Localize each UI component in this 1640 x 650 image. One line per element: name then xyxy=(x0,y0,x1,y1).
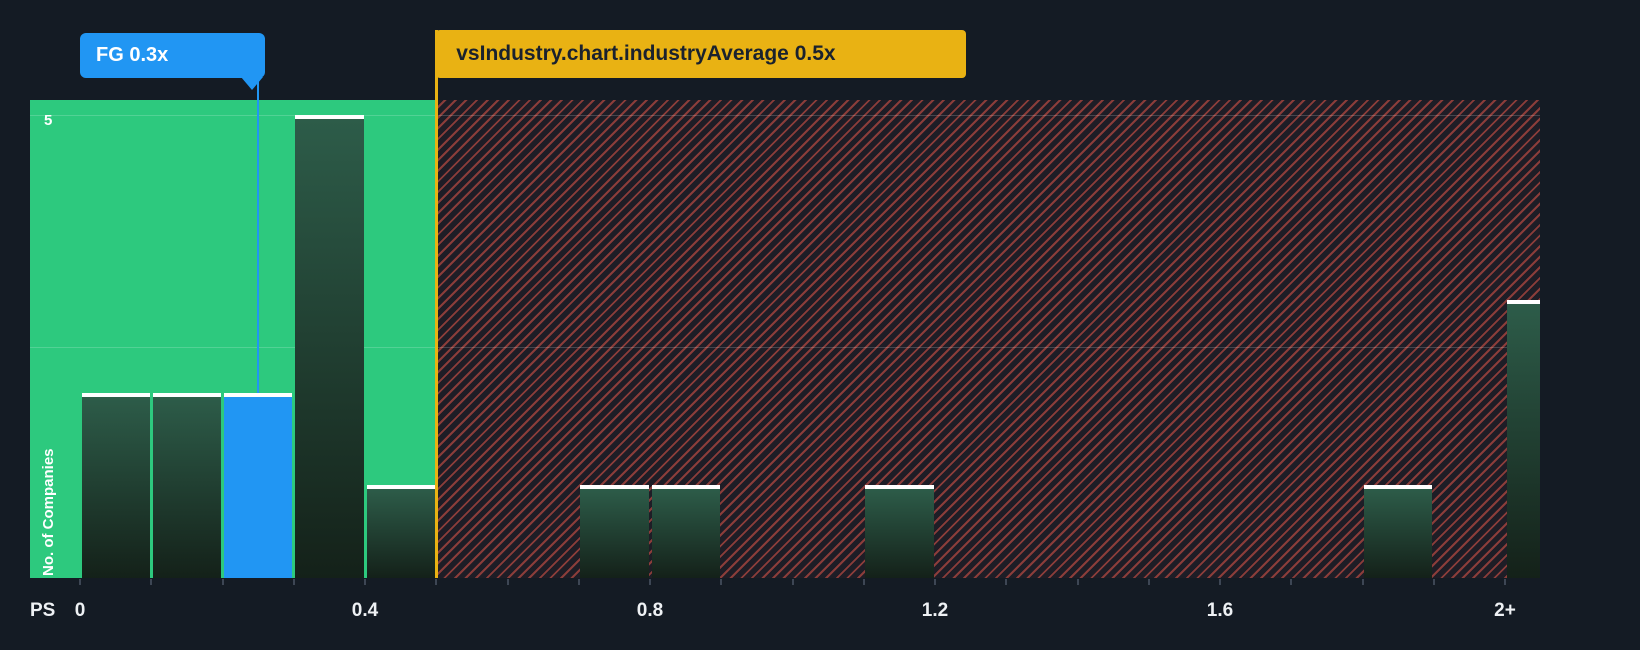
x-axis-minor-tick xyxy=(1005,579,1008,585)
y-gridline xyxy=(30,346,1540,348)
x-axis-minor-tick xyxy=(292,579,295,585)
industry-average-tooltip-label: vsIndustry.chart.industryAverage 0.5x xyxy=(456,42,836,65)
industry-average-tooltip: vsIndustry.chart.industryAverage 0.5x xyxy=(436,30,967,78)
histogram-bar[interactable] xyxy=(865,485,934,578)
x-tick-label: 1.2 xyxy=(921,600,949,621)
x-axis-minor-tick xyxy=(1147,579,1150,585)
x-axis-minor-tick xyxy=(791,579,794,585)
company-tooltip: FG 0.3x xyxy=(80,33,265,90)
x-tick-label: 0.8 xyxy=(636,600,664,621)
x-tick-label: 1.6 xyxy=(1206,600,1234,621)
x-axis-minor-tick xyxy=(1504,579,1506,585)
company-marker-line xyxy=(257,78,260,393)
x-axis-minor-tick xyxy=(364,579,366,585)
x-axis-minor-tick xyxy=(862,579,865,585)
histogram-bar[interactable] xyxy=(295,115,364,578)
x-axis-minor-tick xyxy=(1361,579,1364,585)
x-axis-minor-tick xyxy=(1219,579,1221,585)
histogram-bar[interactable] xyxy=(651,485,720,578)
histogram-bar[interactable] xyxy=(366,485,435,578)
x-tick-label: 0 xyxy=(74,600,86,621)
x-tick-label: 0.4 xyxy=(351,600,379,621)
x-axis-minor-tick xyxy=(221,579,224,585)
y-gridline xyxy=(30,115,1540,116)
x-axis-minor-tick xyxy=(577,579,580,585)
x-axis-minor-tick xyxy=(1432,579,1435,585)
histogram-bar[interactable] xyxy=(580,485,649,578)
histogram-bar[interactable] xyxy=(1364,485,1433,578)
x-axis-minor-tick xyxy=(150,579,153,585)
x-axis-minor-tick xyxy=(649,579,651,585)
industry-average-line xyxy=(434,30,438,578)
x-axis-minor-tick xyxy=(1076,579,1079,585)
histogram-bar[interactable] xyxy=(152,392,221,578)
x-axis-minor-tick xyxy=(506,579,509,585)
company-tooltip-label: FG 0.3x xyxy=(96,44,169,66)
above-industry-average-region xyxy=(436,100,1540,578)
histogram-bar-company[interactable] xyxy=(224,392,293,578)
x-axis-minor-tick xyxy=(934,579,936,585)
x-axis: PS 0 0.4 0.8 1.2 1.6 2+ xyxy=(0,600,1640,630)
y-axis-tick-label: 5 xyxy=(44,112,53,129)
x-axis-minor-tick xyxy=(79,579,81,585)
x-tick-label: 2+ xyxy=(1494,600,1516,621)
histogram-bar[interactable] xyxy=(81,392,150,578)
x-axis-minor-tick xyxy=(720,579,723,585)
histogram-bar[interactable] xyxy=(1506,300,1540,578)
x-axis-minor-tick xyxy=(1290,579,1293,585)
x-axis-title: PS xyxy=(30,600,56,621)
y-axis-title: No. of Companies xyxy=(40,448,57,576)
x-axis-minor-tick xyxy=(435,579,438,585)
